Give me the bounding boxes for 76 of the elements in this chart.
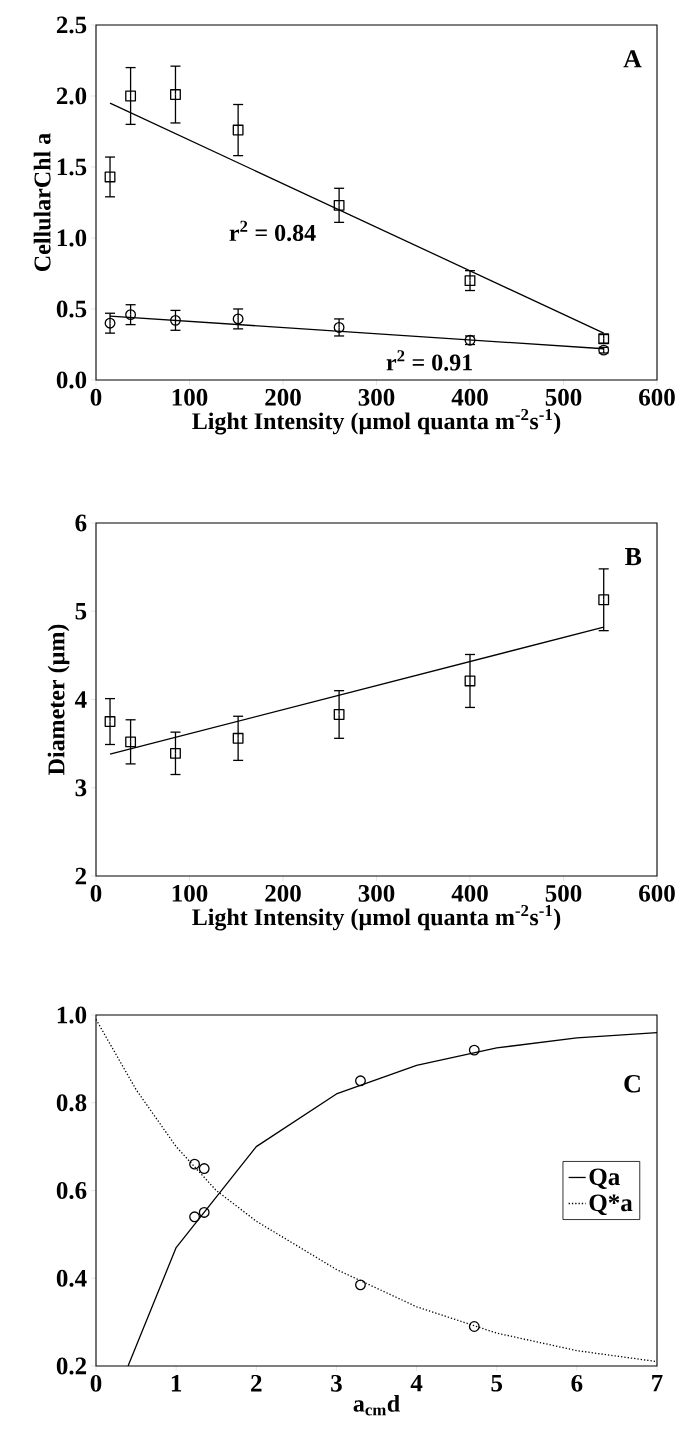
y-axis-title: Diameter (µm) — [47, 624, 70, 775]
x-tick-label: 100 — [172, 388, 208, 406]
annotation: r$^{2}$ = 0.91 — [386, 350, 472, 371]
y-tick-label: 0.8 — [56, 1094, 87, 1112]
y-tick-label: 2.0 — [56, 87, 87, 105]
x-tick-label: 1 — [171, 1374, 182, 1392]
point — [333, 199, 345, 211]
y-tick-label: 0.0 — [56, 371, 87, 389]
point — [232, 313, 244, 325]
y-tick-label: 0.5 — [56, 300, 87, 318]
annotation: B — [624, 548, 642, 566]
y-tick-label: 1.0 — [57, 229, 87, 247]
legend-label: Q*a — [589, 1194, 633, 1216]
x-tick-label: 400 — [451, 388, 488, 406]
point — [232, 732, 244, 744]
x-axis-title: Light Intensity (µmol quanta m$^{-2}$s$^{-1}$) — [192, 904, 561, 931]
point — [104, 171, 116, 183]
point — [104, 716, 116, 727]
y-tick-label: 3 — [75, 779, 87, 797]
point — [125, 736, 137, 748]
point — [189, 1158, 201, 1170]
y-tick-label: 6 — [75, 514, 87, 532]
y-tick-label: 5 — [75, 602, 87, 620]
x-tick-label: 0 — [90, 388, 102, 406]
x-tick-label: 0 — [90, 884, 102, 902]
point — [468, 1321, 480, 1332]
y-tick-label: 2.5 — [56, 16, 87, 34]
point — [170, 747, 181, 759]
x-tick-label: 600 — [639, 884, 675, 902]
x-tick-label: 100 — [172, 884, 208, 902]
x-tick-label: 400 — [451, 884, 488, 902]
point — [125, 309, 137, 321]
point — [464, 675, 476, 687]
point — [468, 1044, 480, 1056]
x-tick-label: 200 — [265, 388, 301, 406]
x-tick-label: 300 — [358, 884, 395, 902]
x-tick-label: 3 — [331, 1374, 342, 1392]
y-tick-label: 1.0 — [57, 1006, 87, 1024]
y-tick-label: 4 — [74, 691, 87, 708]
x-tick-label: 300 — [358, 388, 395, 406]
point — [464, 275, 476, 287]
x-tick-label: 500 — [545, 388, 582, 406]
annotation: A — [623, 50, 642, 68]
point — [355, 1279, 366, 1291]
point — [355, 1075, 366, 1087]
point — [198, 1163, 210, 1175]
legend-label: Qa — [589, 1168, 620, 1190]
y-tick-label: 1.5 — [57, 158, 87, 176]
x-tick-label: 200 — [265, 884, 301, 902]
point — [333, 322, 345, 333]
point — [170, 314, 181, 326]
y-tick-label: 2 — [75, 867, 87, 885]
x-tick-label: 5 — [491, 1374, 503, 1392]
point — [189, 1211, 201, 1223]
annotation: C — [624, 1075, 640, 1093]
x-tick-label: 0 — [90, 1374, 102, 1392]
point — [198, 1206, 210, 1218]
x-tick-label: 600 — [639, 388, 675, 406]
x-axis-title: a$_{cm}$d — [353, 1394, 400, 1416]
annotation: r$^{2}$ = 0.84 — [229, 220, 316, 242]
point — [333, 709, 345, 720]
x-tick-label: 2 — [251, 1374, 262, 1392]
y-axis-title: CellularChl a — [33, 133, 51, 271]
y-tick-label: 0.4 — [56, 1269, 87, 1287]
point — [232, 124, 244, 136]
point — [170, 89, 181, 101]
x-tick-label: 4 — [410, 1374, 423, 1392]
point — [104, 317, 116, 329]
x-tick-label: 7 — [652, 1374, 663, 1392]
x-tick-label: 6 — [571, 1374, 583, 1392]
point — [598, 594, 610, 606]
y-tick-label: 0.2 — [56, 1357, 87, 1375]
x-axis-title: Light Intensity (µmol quanta m$^{-2}$s$^{-1}$) — [192, 408, 561, 435]
point — [125, 90, 137, 102]
x-tick-label: 500 — [545, 884, 582, 902]
y-tick-label: 0.6 — [56, 1182, 87, 1199]
